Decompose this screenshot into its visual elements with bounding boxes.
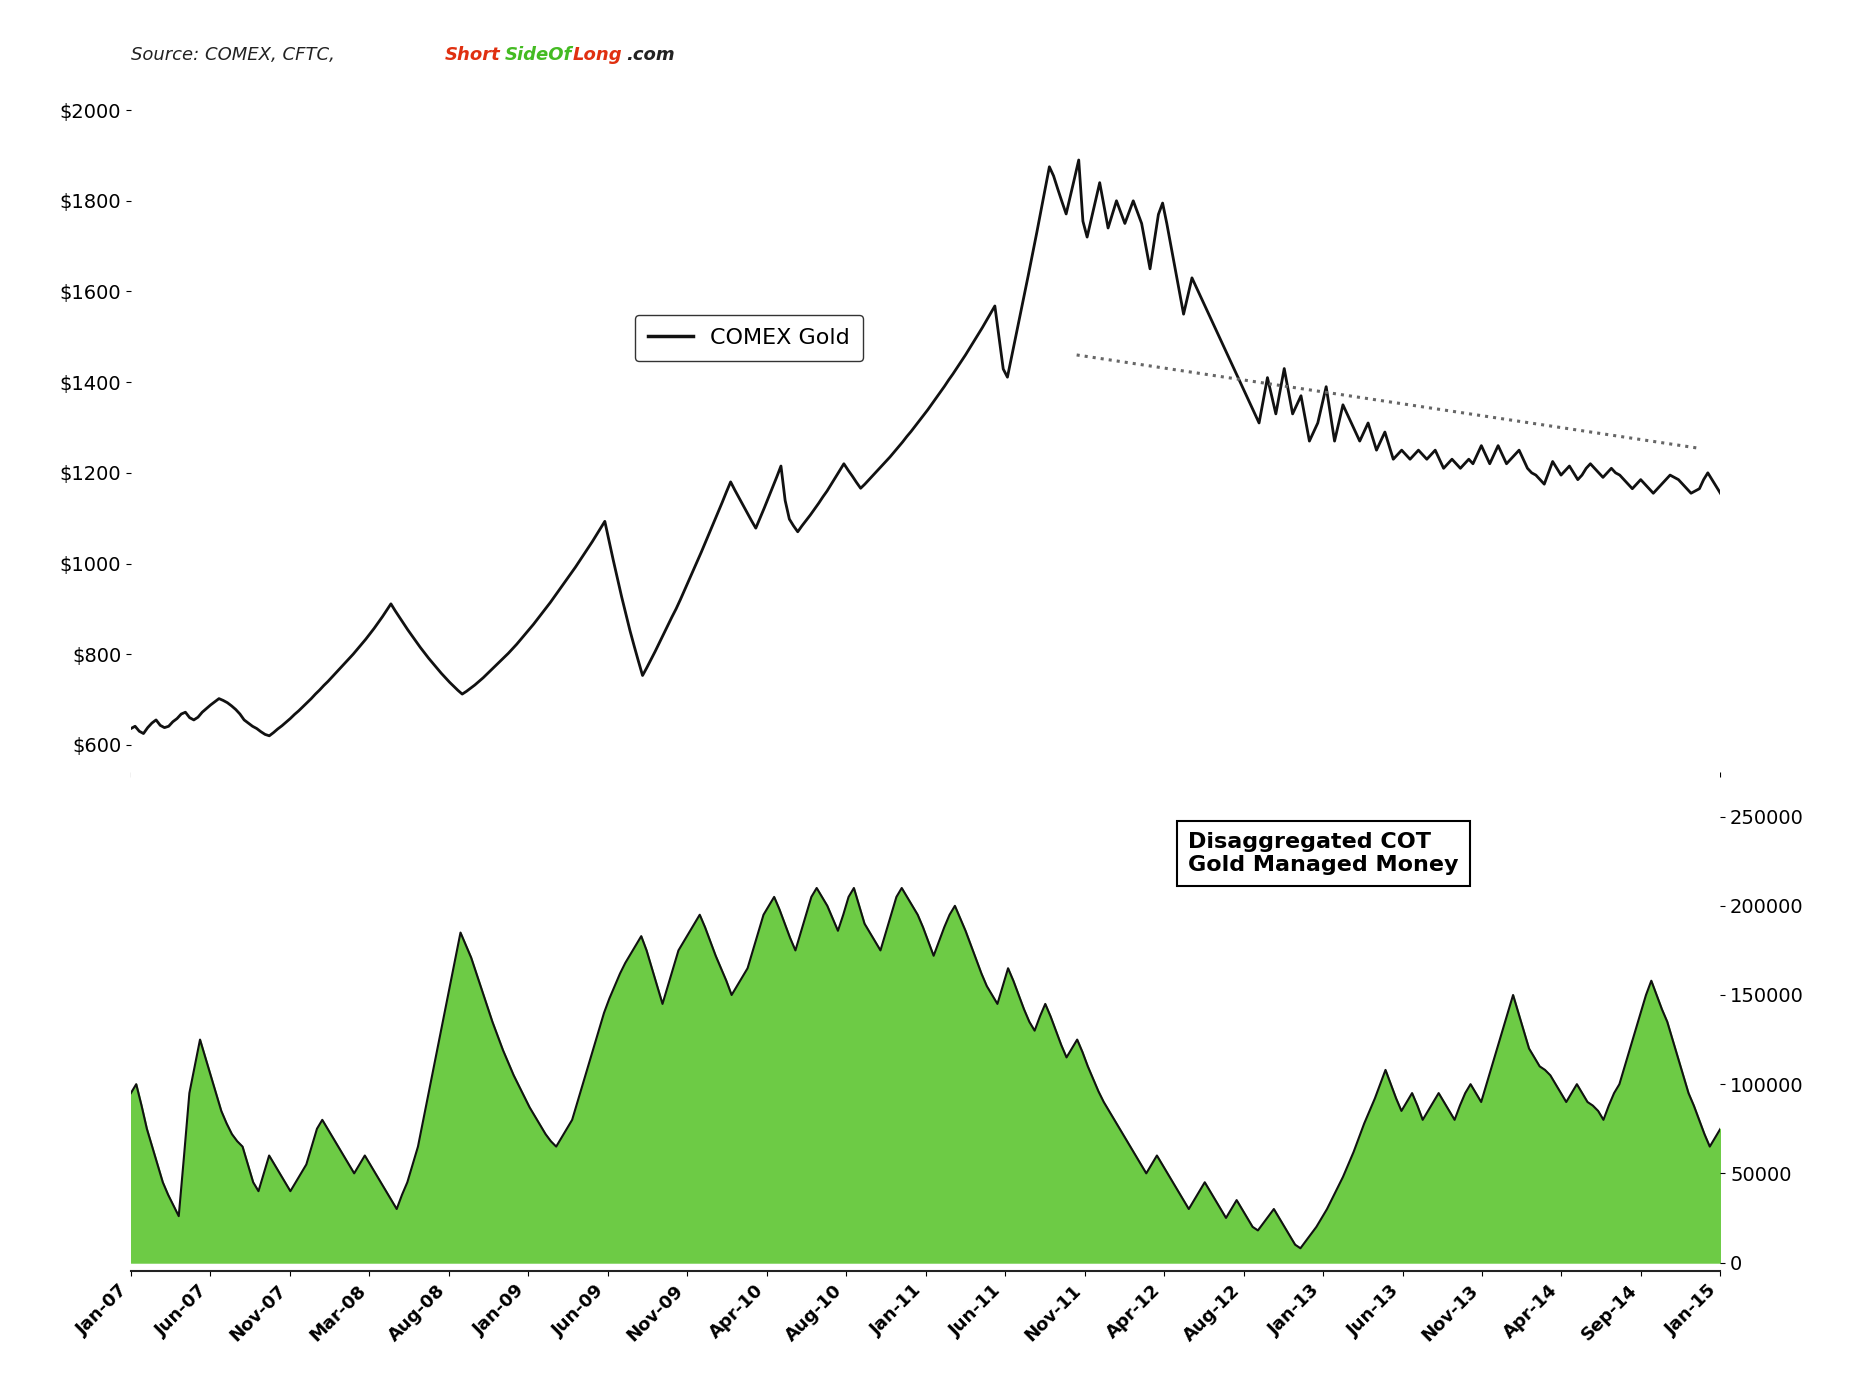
Text: Long: Long xyxy=(572,46,623,64)
Legend: COMEX Gold: COMEX Gold xyxy=(634,315,864,361)
Text: SideOf: SideOf xyxy=(505,46,572,64)
Text: Short: Short xyxy=(445,46,501,64)
Text: Disaggregated COT
Gold Managed Money: Disaggregated COT Gold Managed Money xyxy=(1187,832,1459,875)
Text: Source: COMEX, CFTC,: Source: COMEX, CFTC, xyxy=(131,46,340,64)
Text: .com: .com xyxy=(626,46,675,64)
